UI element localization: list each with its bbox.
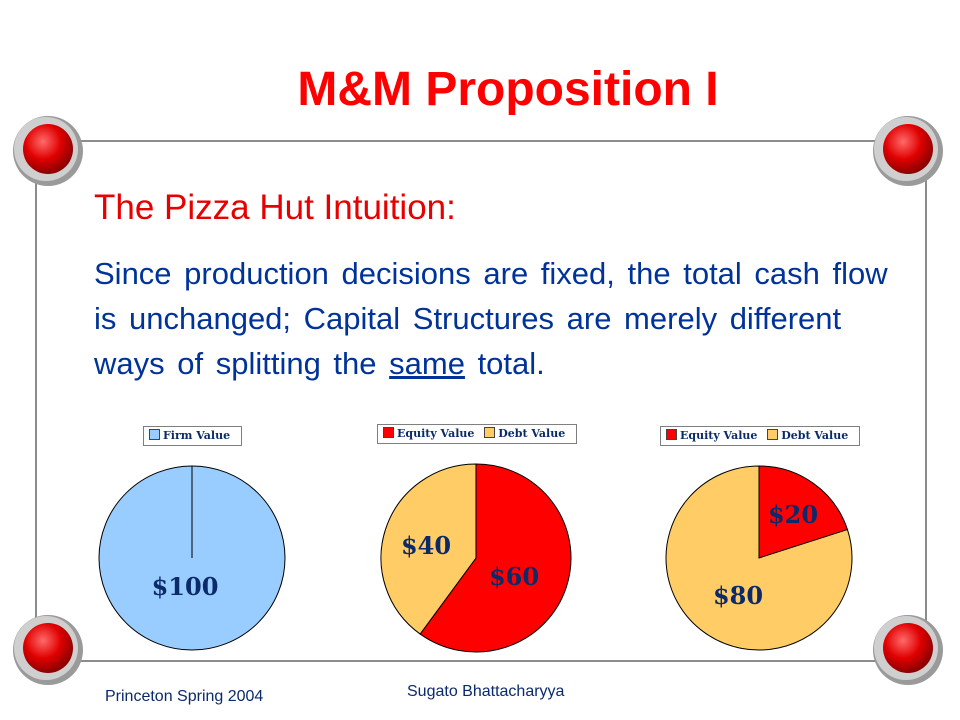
pie-chart-firm-value: $100 [98,465,286,651]
legend-label-firm: Firm Value [163,429,231,442]
slide-subtitle: The Pizza Hut Intuition: [94,188,456,227]
corner-orb-bottom-left [13,615,83,685]
body-text-underlined: same [389,346,465,381]
slide-title: M&M Proposition I [297,63,719,116]
frame-bottom-line [55,660,905,662]
legend-swatch-equity [666,429,677,440]
legend-chart-2: Equity Value Debt Value [377,424,578,444]
footer-left: Princeton Spring 2004 [105,688,264,705]
pie-slice-equity-value [758,465,849,559]
legend-label-debt: Debt Value [498,427,566,440]
legend-chart-3: Equity Value Debt Value [660,426,861,446]
pie-slice-debt-value [380,463,477,635]
pie-data-label: $40 [401,531,451,560]
frame-right-line [925,170,927,630]
legend-chart-1: Firm Value [143,426,243,446]
legend-label-equity: Equity Value [397,427,475,440]
legend-swatch-debt [767,429,779,440]
slide-body-text: Since production decisions are fixed, th… [94,251,894,386]
pie-data-label: $60 [489,562,539,591]
legend-swatch-debt [484,427,496,438]
pie-slice-debt-value [665,465,853,651]
body-text-end: total. [464,346,545,381]
legend-label-debt: Debt Value [781,429,849,442]
pie-slice-equity-value [419,463,572,653]
corner-orb-top-left [13,116,83,186]
pie-data-label: $20 [768,500,818,529]
legend-swatch-firm [149,429,160,440]
corner-orb-bottom-right [873,615,943,685]
frame-top-line [55,140,905,142]
frame-left-line [35,170,37,630]
legend-label-equity: Equity Value [680,429,758,442]
pie-data-label: $80 [713,581,763,610]
footer-center: Sugato Bhattacharyya [407,683,565,700]
corner-orb-top-right [873,116,943,186]
pie-chart-equity-debt-20-80: $20 $80 [665,465,853,651]
legend-swatch-equity [383,427,394,438]
pie-chart-equity-debt-60-40: $60 $40 [380,463,572,653]
body-text-start: Since production decisions are fixed, th… [94,256,888,381]
pie-data-label: $100 [152,572,219,601]
